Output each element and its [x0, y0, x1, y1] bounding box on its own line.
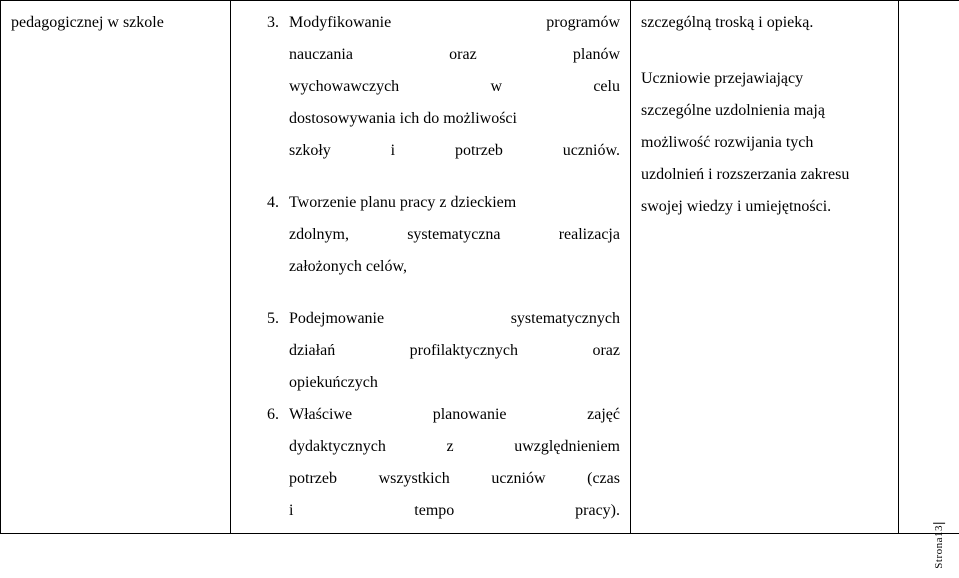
- item3-num: 3.: [267, 7, 289, 39]
- item5-num: 5.: [267, 303, 289, 335]
- cell-col4: [899, 1, 959, 534]
- list-item-4: 4.Tworzenie planu pracy z dzieckiem zdol…: [289, 187, 620, 283]
- list-item-6: 6.Właściwe planowanie zajęć dydaktycznyc…: [289, 399, 620, 527]
- cell-col1: pedagogicznej w szkole: [1, 1, 231, 534]
- item4-num: 4.: [267, 187, 289, 219]
- cell-col3: szczególną troską i opieką. Uczniowie pr…: [631, 1, 899, 534]
- list-item-5: 5.Podejmowanie systematycznych działań p…: [289, 303, 620, 399]
- numbered-list: 3.Modyfikowanie programów nauczania oraz…: [289, 7, 620, 527]
- footer-page-number: 13: [933, 525, 945, 537]
- table-row: pedagogicznej w szkole 3.Modyfikowanie p…: [1, 1, 959, 534]
- item3-line4: dostosowywania ich do możliwości: [289, 103, 620, 135]
- item6-num: 6.: [267, 399, 289, 431]
- list-item-3: 3.Modyfikowanie programów nauczania oraz…: [289, 7, 620, 167]
- content-table: pedagogicznej w szkole 3.Modyfikowanie p…: [0, 0, 959, 534]
- page-footer: Strona13: [933, 523, 945, 572]
- cell-col2: 3.Modyfikowanie programów nauczania oraz…: [231, 1, 631, 534]
- footer-label: Strona: [933, 537, 945, 569]
- col1-text: pedagogicznej w szkole: [11, 7, 220, 39]
- col3-line1: szczególną troską i opieką.: [641, 7, 888, 39]
- document-page: pedagogicznej w szkole 3.Modyfikowanie p…: [0, 0, 959, 578]
